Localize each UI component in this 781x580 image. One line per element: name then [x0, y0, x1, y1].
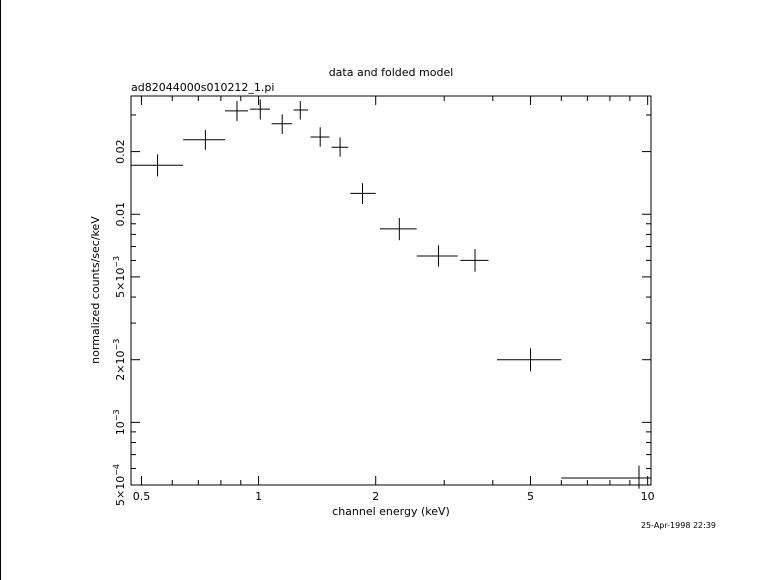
- data-point: [310, 127, 330, 147]
- data-point: [131, 154, 184, 177]
- x-tick-label: 5: [527, 490, 534, 503]
- y-tick-label: 10−3: [112, 409, 127, 435]
- data-point: [416, 245, 458, 267]
- chart-title: data and folded model: [329, 66, 454, 79]
- data-point: [331, 137, 349, 157]
- data-point: [496, 348, 562, 372]
- data-point: [379, 217, 417, 241]
- y-tick-label: 0.02: [114, 139, 127, 164]
- data-point: [271, 114, 293, 134]
- data-point: [460, 249, 489, 272]
- y-tick-label: 5×10−3: [112, 256, 127, 298]
- data-points: [131, 99, 651, 489]
- x-axis-label: channel energy (keV): [332, 505, 450, 518]
- data-point: [249, 99, 271, 120]
- x-tick-label: 10: [641, 490, 655, 503]
- axes: 0.5 1 2 5 10 5×10−4 10−3 2×10−3 5×10−3 0.01 0.02: [112, 96, 655, 506]
- data-point: [225, 101, 249, 122]
- x-tick-label: 0.5: [133, 490, 151, 503]
- x-tick-label: 1: [255, 490, 262, 503]
- timestamp: 25-Apr-1998 22:39: [641, 521, 716, 530]
- y-tick-label: 2×10−3: [112, 339, 127, 381]
- data-point: [183, 129, 226, 150]
- x-tick-label: 2: [372, 490, 379, 503]
- plot-frame: [130, 95, 652, 486]
- y-axis-label: normalized counts/sec/keV: [89, 216, 102, 364]
- data-point: [293, 101, 309, 120]
- data-point: [561, 465, 651, 489]
- data-point: [350, 183, 376, 205]
- y-tick-label: 5×10−4: [112, 464, 127, 506]
- y-tick-label: 0.01: [114, 202, 127, 227]
- chart-subtitle: ad82044000s010212_1.pi: [131, 81, 274, 94]
